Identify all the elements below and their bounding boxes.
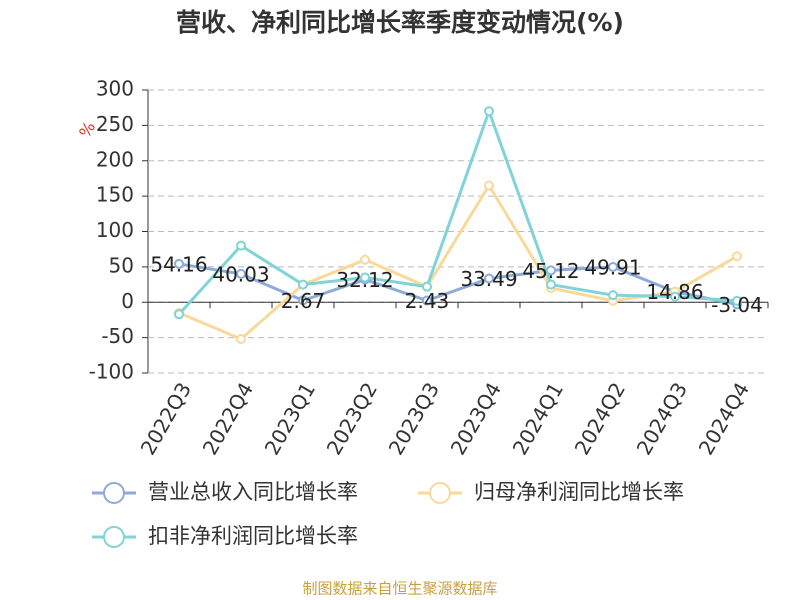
series-line	[177, 106, 738, 316]
data-label: 32.12	[336, 268, 393, 292]
legend-marker	[103, 482, 125, 504]
data-point	[484, 106, 494, 117]
x-tick-label: 2022Q3	[136, 378, 196, 459]
y-tick-label: 250	[96, 112, 134, 136]
data-point	[484, 180, 494, 191]
series-line	[178, 262, 738, 306]
data-label: 54.16	[150, 252, 207, 276]
data-point	[360, 272, 370, 283]
data-point	[174, 309, 184, 320]
legend-label: 归母净利润同比增长率	[474, 480, 684, 504]
y-tick-label: 300	[96, 77, 134, 101]
data-point	[298, 295, 308, 306]
x-tick-label: 2023Q1	[260, 378, 320, 459]
data-point	[236, 240, 246, 251]
data-point	[174, 258, 184, 269]
y-tick-label: 100	[96, 218, 134, 242]
x-tick-label: 2023Q2	[322, 378, 382, 459]
data-label: 14.86	[646, 280, 703, 304]
data-label: 40.03	[212, 262, 269, 286]
x-tick-label: 2024Q2	[570, 378, 630, 459]
legend-label: 营业总收入同比增长率	[148, 480, 358, 504]
data-point	[236, 334, 246, 345]
data-point	[360, 254, 370, 265]
data-label: -3.04	[711, 293, 763, 317]
legend-marker	[103, 526, 125, 548]
legend-marker	[429, 482, 451, 504]
x-tick-label: 2023Q3	[384, 378, 444, 459]
data-point	[608, 290, 618, 301]
y-tick-label: 50	[109, 253, 134, 277]
data-point	[546, 279, 556, 290]
data-point	[298, 279, 308, 290]
data-point	[670, 291, 680, 302]
data-point	[732, 251, 742, 262]
data-label: 2.67	[281, 289, 326, 313]
data-point	[732, 295, 742, 306]
y-tick-label: 150	[96, 183, 134, 207]
x-tick-label: 2024Q4	[694, 378, 754, 459]
x-tick-label: 2024Q3	[632, 378, 692, 459]
data-point	[484, 273, 494, 284]
data-point	[422, 295, 432, 306]
y-tick-label: -50	[101, 324, 134, 348]
x-tick-label: 2024Q1	[508, 378, 568, 459]
y-tick-label: 200	[96, 147, 134, 171]
y-tick-label: -100	[89, 360, 134, 384]
data-point	[608, 261, 618, 272]
data-label: 2.43	[405, 289, 450, 313]
data-label: 45.12	[522, 259, 579, 283]
data-label: 33.49	[460, 267, 517, 291]
legend-label: 扣非净利润同比增长率	[148, 524, 358, 548]
x-tick-label: 2023Q4	[446, 378, 506, 459]
y-tick-label: 0	[121, 289, 134, 313]
chart-title: 营收、净利同比增长率季度变动情况(%)	[176, 8, 624, 37]
source-note: 制图数据来自恒生聚源数据库	[302, 580, 497, 598]
data-point	[236, 268, 246, 279]
data-point	[422, 281, 432, 292]
data-label: 49.91	[584, 255, 641, 279]
x-tick-label: 2022Q4	[198, 378, 258, 459]
